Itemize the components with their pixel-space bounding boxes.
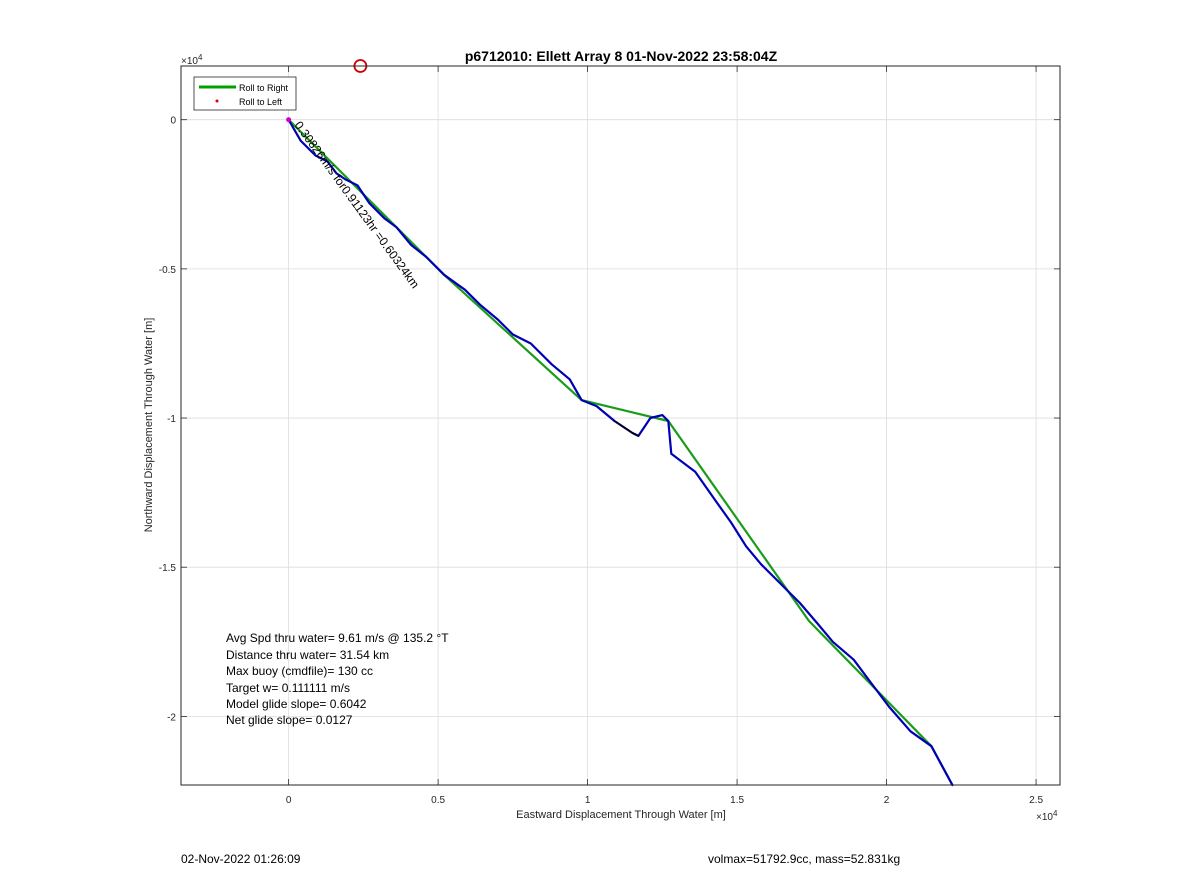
x-tick-label: 1: [585, 795, 591, 806]
x-tick-label: 0: [286, 795, 292, 806]
x-tick-label: 2: [884, 795, 890, 806]
segment-annotation: 0.30826m/s for0.91123hr =0.60324km: [292, 119, 423, 291]
legend: Roll to Right Roll to Left: [193, 76, 297, 111]
series-line-detour: [613, 420, 640, 437]
legend-box: [193, 76, 297, 111]
chart-markers: [286, 59, 368, 123]
y-exponent-base: ×10: [181, 56, 198, 67]
x-exponent: ×104: [1036, 809, 1058, 823]
series-line-track: [287, 118, 954, 787]
grid-lines: [181, 66, 1060, 785]
x-axis-label: Eastward Displacement Through Water [m]: [516, 809, 726, 821]
y-exponent-power: 4: [198, 53, 203, 62]
footer-vehicle-info: volmax=51792.9cc, mass=52.831kg: [708, 852, 901, 866]
stat-distance: Distance thru water= 31.54 km: [226, 648, 389, 662]
x-exponent-base: ×10: [1036, 812, 1053, 823]
y-tick-label: -1: [167, 414, 176, 425]
svg-text:×104: ×104: [1036, 809, 1058, 823]
chart-title: p6712010: Ellett Array 8 01-Nov-2022 23:…: [465, 48, 778, 64]
stat-model-glide: Model glide slope= 0.6042: [226, 697, 367, 711]
series-line-segments: [287, 118, 954, 787]
stat-avg-speed: Avg Spd thru water= 9.61 m/s @ 135.2 °T: [226, 631, 449, 645]
x-tick-label: 1.5: [730, 795, 744, 806]
x-tick-label: 2.5: [1029, 795, 1043, 806]
y-tick-label: -0.5: [159, 265, 177, 276]
y-tick-label: 0: [170, 116, 176, 127]
legend-swatch-roll-left: [215, 99, 219, 103]
legend-label-roll-right: Roll to Right: [239, 83, 289, 93]
axes-box: [180, 65, 1061, 786]
y-exponent: ×104: [181, 53, 203, 67]
y-tick-label: -2: [167, 712, 176, 723]
axis-ticks: 0 0.5 1 1.5 2 2.5 0 -0.5 -1 -1.5 -2: [159, 66, 1060, 806]
svg-text:×104: ×104: [181, 53, 203, 67]
x-exponent-power: 4: [1053, 809, 1058, 818]
x-tick-label: 0.5: [431, 795, 445, 806]
stats-text-block: Avg Spd thru water= 9.61 m/s @ 135.2 °T …: [226, 631, 449, 727]
stat-net-glide: Net glide slope= 0.0127: [226, 713, 353, 727]
stat-max-buoy: Max buoy (cmdfile)= 130 cc: [226, 664, 373, 678]
legend-label-roll-left: Roll to Left: [239, 97, 283, 107]
footer-timestamp: 02-Nov-2022 01:26:09: [181, 852, 301, 866]
point-marker: [286, 117, 292, 123]
stat-target-w: Target w= 0.111111 m/s: [226, 681, 350, 695]
y-axis-label: Northward Displacement Through Water [m]: [143, 318, 155, 533]
series-lines: [287, 118, 954, 787]
y-tick-label: -1.5: [159, 563, 177, 574]
